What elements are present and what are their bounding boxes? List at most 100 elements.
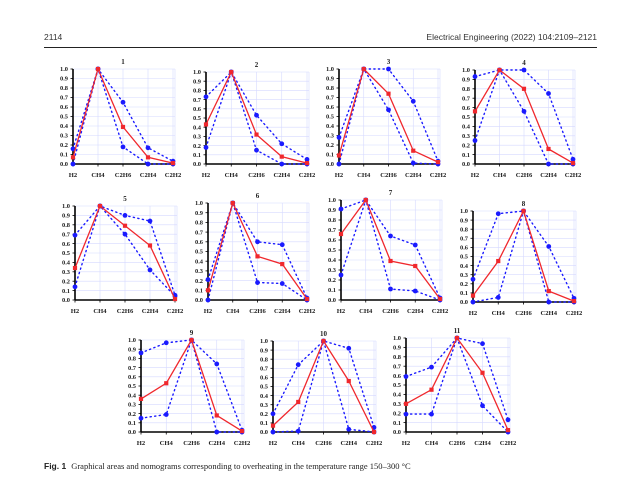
nomogram-point: [388, 258, 393, 264]
nomogram-point: [505, 428, 511, 433]
y-tick-label: 0.0: [460, 299, 468, 306]
nomogram-point: [454, 335, 460, 341]
x-tick-label: C2H6: [249, 308, 266, 315]
y-tick-label: 1.0: [328, 197, 336, 204]
x-tick-label: C2H4: [274, 172, 291, 179]
x-tick-label: H2: [335, 172, 344, 179]
y-tick-label: 0.6: [460, 245, 469, 252]
nomogram-point: [304, 296, 310, 302]
upper-bound-point: [480, 341, 485, 347]
lower-bound-point: [429, 411, 434, 417]
x-tick-label: CH4: [359, 308, 373, 315]
nomogram-point: [338, 231, 344, 237]
x-tick-label: C2H4: [142, 308, 159, 315]
y-tick-label: 0.0: [60, 161, 68, 168]
y-tick-label: 0.6: [328, 237, 337, 244]
y-tick-label: 0.9: [462, 77, 470, 84]
upper-bound-point: [386, 66, 391, 72]
upper-bound-point: [279, 242, 285, 248]
y-tick-label: 0.7: [393, 363, 402, 370]
lower-bound-point: [147, 267, 153, 273]
lower-bound-point: [203, 145, 209, 150]
y-tick-label: 0.4: [128, 392, 137, 399]
x-tick-label: C2H2: [566, 310, 583, 317]
nomogram-point: [205, 288, 211, 293]
lower-bound-point: [470, 299, 476, 305]
lower-bound-point: [255, 280, 260, 285]
y-tick-label: 0.3: [462, 133, 470, 140]
x-tick-label: H2: [402, 440, 411, 447]
nomogram-point: [386, 91, 391, 96]
y-tick-label: 1.0: [60, 66, 68, 73]
page-number: 2114: [44, 32, 63, 42]
upper-bound-point: [279, 141, 285, 147]
lower-bound-point: [546, 161, 551, 167]
x-tick-label: CH4: [492, 310, 506, 317]
y-tick-label: 0.9: [60, 76, 68, 83]
nomogram-point: [361, 66, 366, 72]
chart-7: 0.0 0.1 0.2 0.3 0.4 0.5 0.6 0.7 0.8 0.9 1.0 H2 CH4 C2…: [328, 189, 449, 315]
upper-bound-point: [546, 91, 551, 96]
upper-bound-point: [147, 218, 153, 224]
lower-bound-point: [163, 412, 169, 417]
x-tick-label: H2: [69, 172, 78, 179]
y-tick-label: 0.4: [62, 260, 71, 267]
y-tick-label: 0.5: [195, 249, 203, 256]
lower-bound-point: [403, 411, 409, 417]
y-tick-label: 0.5: [128, 383, 136, 390]
y-tick-label: 0.0: [328, 297, 336, 304]
x-tick-label: H2: [269, 440, 278, 447]
y-tick-label: 0.2: [62, 278, 70, 285]
chart-title: 8: [522, 200, 526, 208]
x-tick-label: C2H6: [449, 440, 466, 447]
y-tick-label: 0.8: [326, 85, 334, 92]
y-tick-label: 0.9: [260, 347, 268, 354]
y-tick-label: 0.6: [260, 375, 269, 382]
upper-bound-point: [336, 135, 342, 140]
y-tick-label: 0.1: [62, 288, 70, 295]
nomogram-point: [497, 67, 502, 73]
y-tick-label: 0.4: [60, 123, 69, 130]
upper-bound-point: [203, 94, 209, 100]
series-line-upper-bound: [207, 201, 308, 299]
nomogram-point: [571, 298, 577, 304]
y-tick-label: 0.8: [128, 356, 136, 363]
lower-bound-point: [546, 299, 552, 305]
caption-text: Graphical areas and nomograms correspond…: [71, 461, 411, 471]
y-tick-label: 0.0: [195, 297, 203, 304]
y-tick-label: 0.5: [328, 247, 336, 254]
nomogram-point: [270, 423, 276, 428]
x-tick-label: H2: [471, 172, 480, 179]
y-tick-label: 0.8: [393, 354, 401, 361]
figure-caption: Fig. 1 Graphical areas and nomograms corr…: [44, 461, 411, 471]
y-tick-label: 0.7: [328, 227, 337, 234]
series-line-lower-bound: [140, 337, 243, 433]
y-tick-label: 0.5: [462, 114, 470, 121]
y-tick-label: 1.0: [62, 203, 70, 210]
x-tick-label: C2H2: [234, 440, 251, 447]
y-tick-label: 0.4: [393, 392, 402, 399]
lower-bound-point: [270, 429, 276, 435]
y-tick-label: 0.7: [128, 365, 137, 372]
x-tick-label: C2H6: [516, 172, 533, 179]
lower-bound-point: [70, 161, 76, 167]
header-rule: [44, 47, 597, 48]
y-tick-label: 0.5: [193, 115, 201, 122]
nomogram-point: [122, 223, 128, 228]
nomogram-point: [546, 288, 551, 294]
y-tick-label: 1.0: [326, 66, 334, 73]
x-tick-label: C2H4: [540, 172, 557, 179]
y-tick-label: 0.1: [393, 420, 401, 427]
y-tick-label: 0.1: [462, 152, 470, 159]
y-tick-label: 1.0: [128, 337, 136, 344]
lower-bound-point: [145, 161, 151, 167]
lower-bound-point: [122, 231, 128, 237]
x-tick-label: CH4: [226, 308, 240, 315]
upper-bound-point: [138, 350, 144, 356]
upper-bound-point: [410, 98, 416, 104]
chart-8: 0.0 0.1 0.2 0.3 0.4 0.5 0.6 0.7 0.8 0.9 1.0 H2 CH4 C2…: [460, 200, 583, 317]
upper-bound-point: [72, 232, 78, 238]
upper-bound-point: [429, 364, 434, 370]
chart-title: 2: [255, 61, 259, 69]
upper-bound-point: [495, 211, 501, 217]
